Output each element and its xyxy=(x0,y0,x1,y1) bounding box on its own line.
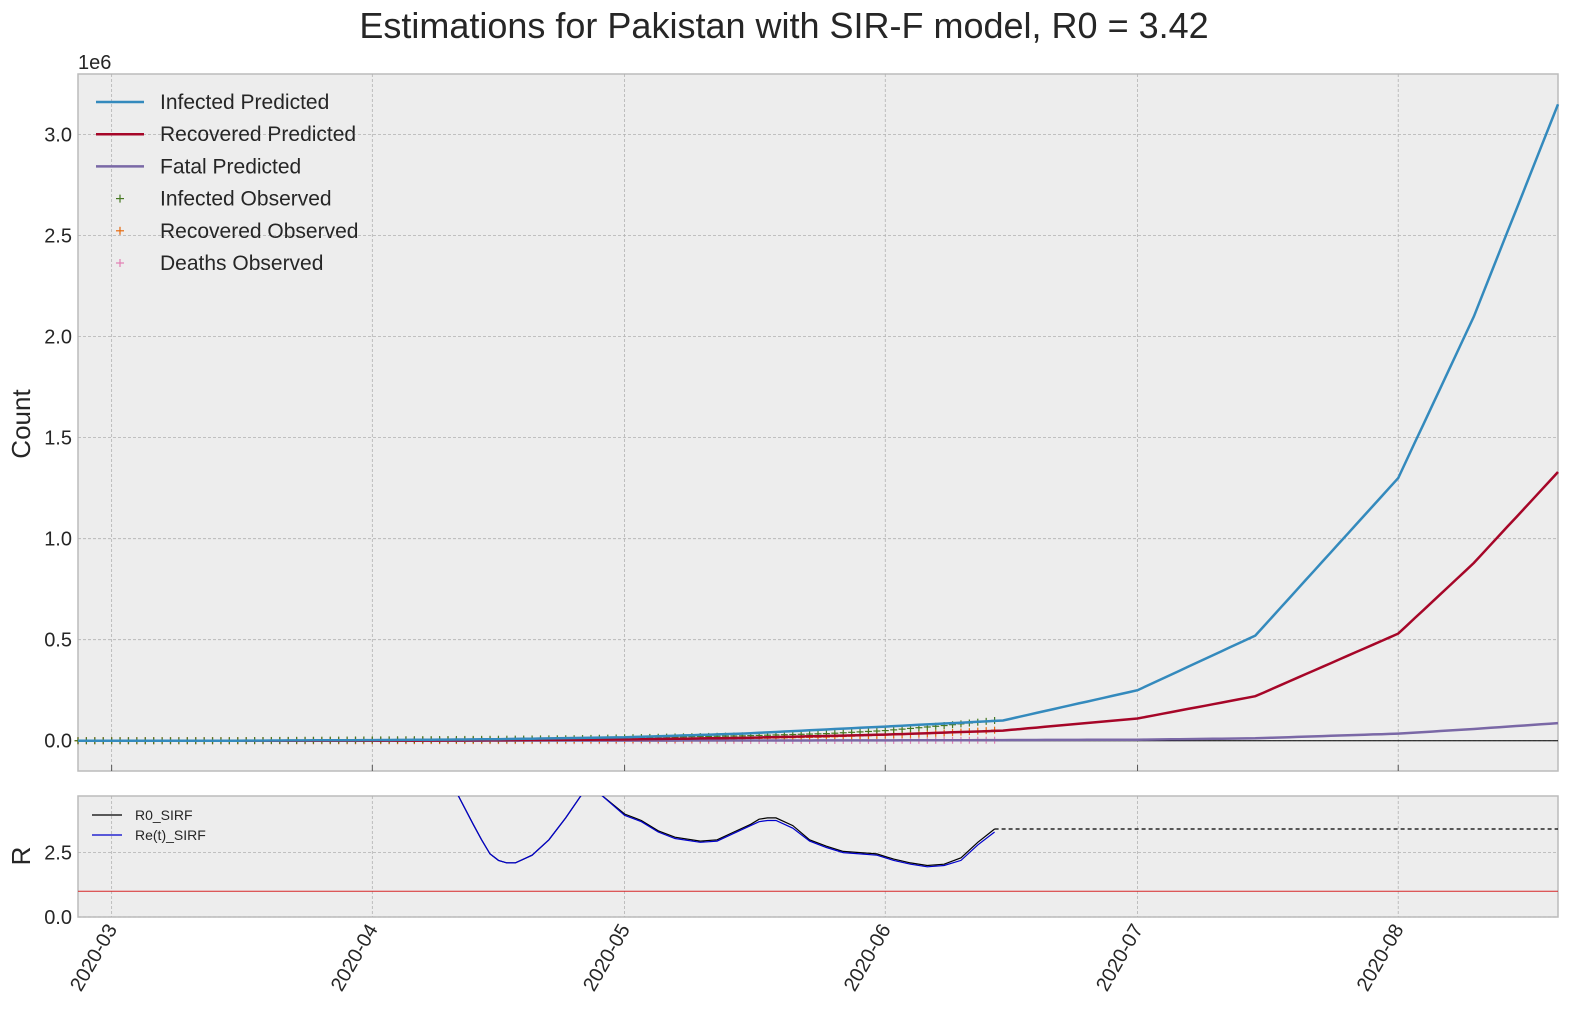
r-legend-label: R0_SIRF xyxy=(135,807,193,823)
main-y-tick-label: 2.0 xyxy=(44,327,72,349)
r-plot-area xyxy=(77,795,1559,918)
x-axis-ticks: 2020-03 2020-04 2020-05 2020-06 2020-07 2020-… xyxy=(66,921,1408,996)
infected-predicted-line xyxy=(78,103,1560,742)
main-y-axis-label: Count xyxy=(6,389,36,459)
main-legend: Infected Predicted Recovered Predicted Fat… xyxy=(96,91,358,275)
main-y-tick-label: 0.0 xyxy=(44,731,72,753)
re-t-sirf-line xyxy=(457,796,995,868)
r-legend: R0_SIRF Re(t)_SIRF xyxy=(92,807,206,843)
legend-label: Deaths Observed xyxy=(160,252,323,275)
main-y-tick-label: 3.0 xyxy=(44,125,72,147)
r-gridlines xyxy=(78,796,1558,918)
legend-label: Fatal Predicted xyxy=(160,155,301,178)
x-tick-label: 2020-04 xyxy=(327,921,383,996)
r-legend-label: Re(t)_SIRF xyxy=(135,827,206,843)
r-y-tick-label: 2.5 xyxy=(44,843,72,865)
main-y-tick-label: 1.5 xyxy=(44,428,72,450)
legend-label: Infected Predicted xyxy=(160,91,329,114)
main-series-layer xyxy=(74,103,1560,745)
x-tick-label: 2020-05 xyxy=(579,921,635,996)
main-y-offset-text: 1e6 xyxy=(78,52,111,74)
main-y-ticks: 0.0 0.5 1.0 1.5 2.0 2.5 3.0 xyxy=(44,125,72,753)
r-y-ticks: 0.0 2.5 xyxy=(44,843,72,929)
infected-observed-marker xyxy=(890,726,898,734)
legend-label: Recovered Predicted xyxy=(160,123,356,146)
chart-title: Estimations for Pakistan with SIR-F mode… xyxy=(359,5,1208,46)
r-series-layer xyxy=(78,796,1558,892)
x-tick-label: 2020-06 xyxy=(840,921,896,996)
main-plot-area xyxy=(77,73,1559,772)
infected-observed-marker xyxy=(873,727,881,735)
x-tick-label: 2020-08 xyxy=(1353,921,1409,996)
r-y-axis-label: R xyxy=(6,847,36,866)
legend-label: Recovered Observed xyxy=(160,220,358,243)
main-y-tick-label: 1.0 xyxy=(44,529,72,551)
x-tick-label: 2020-03 xyxy=(66,921,122,996)
main-y-tick-label: 2.5 xyxy=(44,226,72,248)
x-tick-label: 2020-07 xyxy=(1092,921,1148,996)
main-y-tick-label: 0.5 xyxy=(44,630,72,652)
r-y-tick-label: 0.0 xyxy=(44,907,72,929)
infected-observed-marker xyxy=(881,727,889,735)
legend-label: Infected Observed xyxy=(160,188,332,211)
